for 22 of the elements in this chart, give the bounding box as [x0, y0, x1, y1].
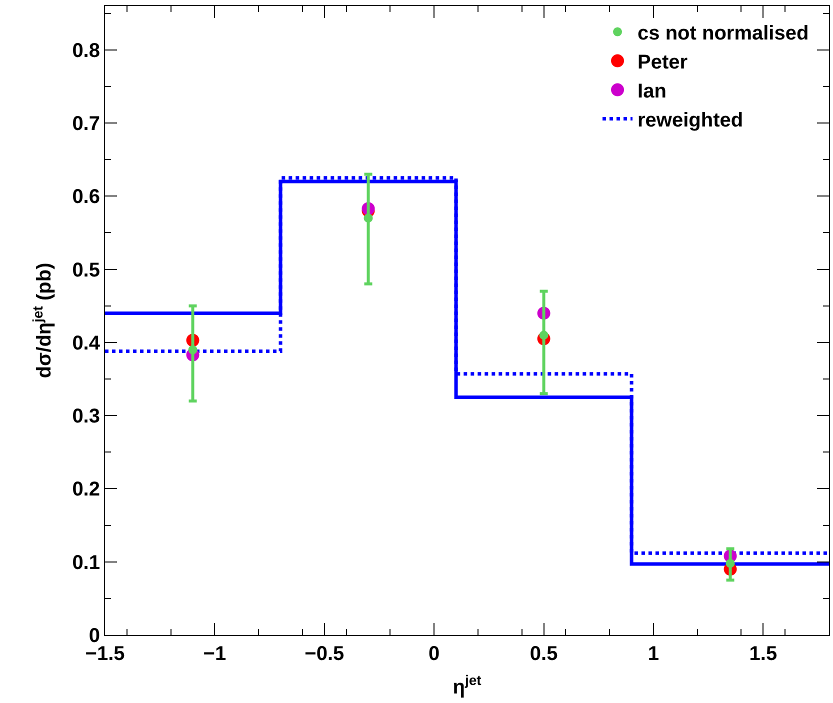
y-tick-label: 0.3	[72, 406, 100, 428]
y-tick-label: 0.7	[72, 113, 100, 136]
y-tick-label: 0.1	[72, 552, 100, 574]
y-tick-label: 0.5	[72, 259, 100, 282]
point	[726, 558, 735, 568]
legend-label: reweighted	[638, 110, 744, 132]
legend-label: cs not normalised	[638, 22, 809, 45]
x-axis-title: η$^{jet}$	[452, 672, 482, 698]
y-tick-label: 0.2	[72, 478, 100, 501]
x-tick-label: 0	[428, 643, 440, 665]
y-tick-label: 0.4	[72, 332, 101, 354]
point	[188, 345, 198, 354]
x-tick-label: 1	[648, 643, 660, 665]
x-tick-label: 0.5	[530, 643, 558, 665]
legend-label: Ian	[638, 80, 666, 103]
y-tick-label: 0.6	[72, 186, 100, 208]
y-tick-label: 0.8	[72, 40, 100, 62]
legend-label: Peter	[638, 52, 688, 74]
x-tick-label: 1.5	[749, 643, 778, 665]
x-tick-label: −0.5	[304, 643, 344, 665]
x-tick-label: −1	[203, 643, 226, 665]
point	[364, 214, 373, 223]
